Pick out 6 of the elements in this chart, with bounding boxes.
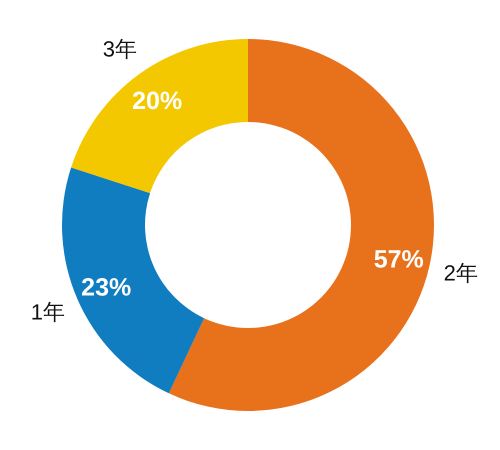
slice-label: 3年 [102,36,137,62]
data-label: 23% [81,273,132,302]
data-label: 20% [132,87,182,116]
slice-label: 1年 [30,300,66,325]
data-label: 57% [374,246,424,274]
slice-label: 2年 [444,260,478,286]
